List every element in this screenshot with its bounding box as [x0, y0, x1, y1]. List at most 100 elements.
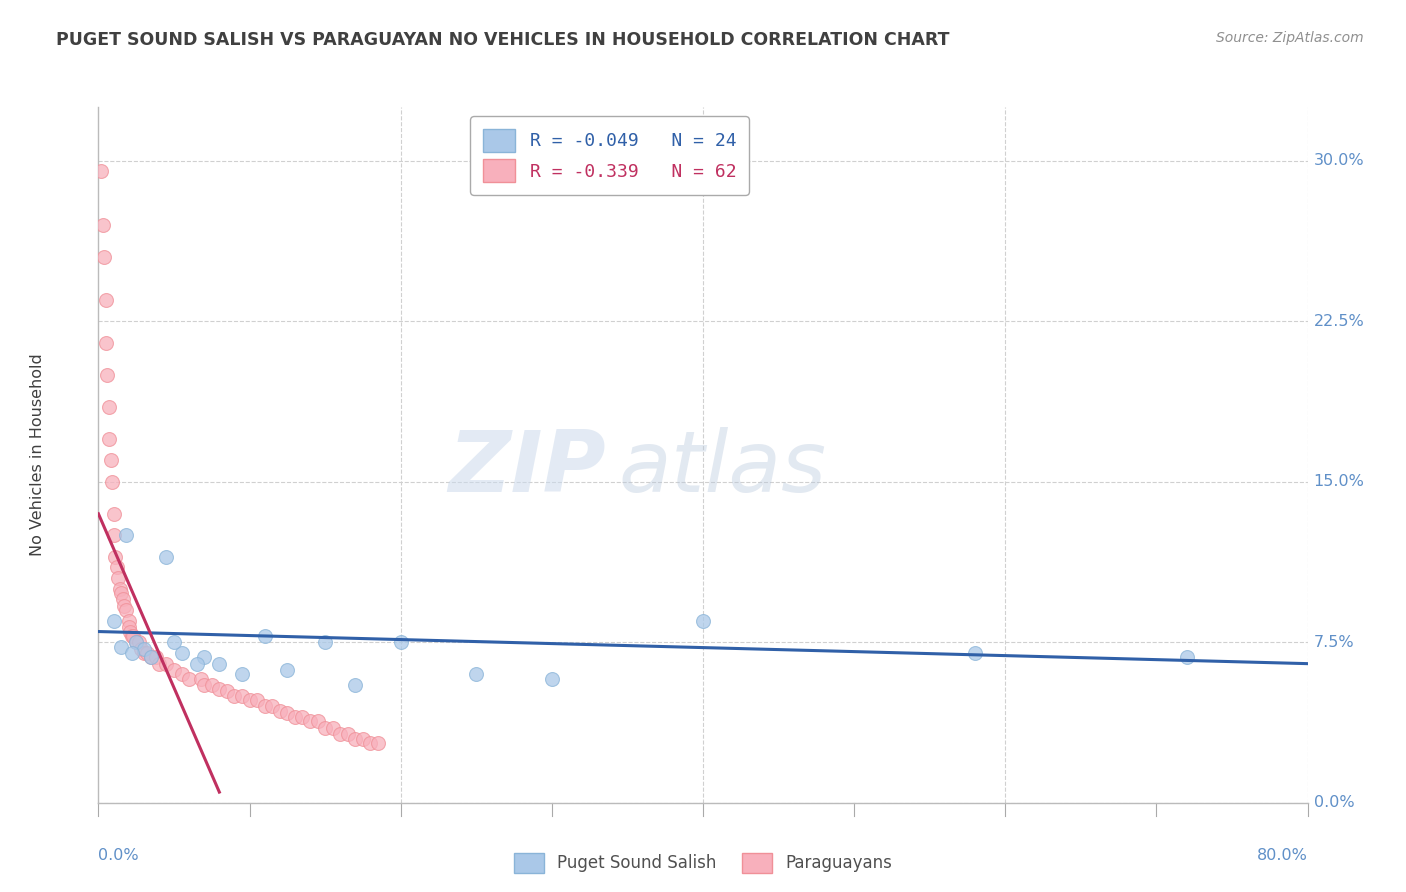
Point — [389, 635, 412, 649]
Text: 7.5%: 7.5% — [1313, 635, 1354, 649]
Text: atlas: atlas — [619, 427, 827, 510]
Point — [344, 731, 367, 746]
Text: 0.0%: 0.0% — [98, 848, 139, 863]
Point — [105, 560, 128, 574]
Point — [121, 646, 143, 660]
Point — [224, 689, 246, 703]
Point — [163, 635, 186, 649]
Point — [170, 667, 193, 681]
Point — [120, 624, 142, 639]
Point — [190, 672, 212, 686]
Text: 0.0%: 0.0% — [1313, 796, 1354, 810]
Point — [239, 693, 262, 707]
Legend: R = -0.049   N = 24, R = -0.339   N = 62: R = -0.049 N = 24, R = -0.339 N = 62 — [470, 116, 749, 195]
Point — [215, 684, 238, 698]
Point — [208, 657, 231, 671]
Point — [193, 650, 215, 665]
Point — [121, 629, 143, 643]
Point — [329, 727, 352, 741]
Point — [93, 250, 115, 264]
Point — [231, 667, 253, 681]
Point — [692, 614, 714, 628]
Point — [135, 646, 157, 660]
Point — [107, 571, 129, 585]
Point — [125, 635, 148, 649]
Point — [103, 614, 125, 628]
Point — [186, 657, 208, 671]
Point — [208, 682, 231, 697]
Point — [110, 586, 132, 600]
Point — [291, 710, 314, 724]
Point — [103, 528, 125, 542]
Point — [118, 614, 141, 628]
Point — [141, 650, 163, 665]
Point — [141, 650, 163, 665]
Point — [125, 635, 148, 649]
Point — [104, 549, 127, 564]
Point — [314, 721, 336, 735]
Point — [253, 629, 276, 643]
Point — [299, 714, 322, 729]
Point — [132, 646, 155, 660]
Text: 80.0%: 80.0% — [1257, 848, 1308, 863]
Point — [112, 599, 135, 613]
Text: Source: ZipAtlas.com: Source: ZipAtlas.com — [1216, 31, 1364, 45]
Point — [170, 646, 193, 660]
Point — [110, 640, 132, 654]
Point — [114, 603, 136, 617]
Point — [111, 592, 134, 607]
Point — [246, 693, 269, 707]
Point — [98, 400, 121, 414]
Point — [128, 635, 150, 649]
Point — [96, 368, 118, 382]
Point — [155, 549, 177, 564]
Point — [1175, 650, 1198, 665]
Point — [231, 689, 253, 703]
Point — [314, 635, 336, 649]
Point — [344, 678, 367, 692]
Point — [352, 731, 374, 746]
Point — [201, 678, 224, 692]
Text: 15.0%: 15.0% — [1313, 475, 1364, 489]
Text: ZIP: ZIP — [449, 427, 606, 510]
Point — [465, 667, 488, 681]
Point — [276, 663, 298, 677]
Text: No Vehicles in Household: No Vehicles in Household — [31, 353, 45, 557]
Point — [193, 678, 215, 692]
Text: 30.0%: 30.0% — [1313, 153, 1364, 168]
Point — [540, 672, 562, 686]
Point — [101, 475, 124, 489]
Point — [90, 164, 112, 178]
Point — [100, 453, 122, 467]
Point — [129, 641, 152, 656]
Point — [114, 528, 136, 542]
Point — [179, 672, 201, 686]
Point — [148, 657, 170, 671]
Text: 22.5%: 22.5% — [1313, 314, 1364, 328]
Point — [307, 714, 329, 729]
Point — [132, 641, 155, 656]
Point — [360, 736, 382, 750]
Point — [269, 704, 291, 718]
Text: PUGET SOUND SALISH VS PARAGUAYAN NO VEHICLES IN HOUSEHOLD CORRELATION CHART: PUGET SOUND SALISH VS PARAGUAYAN NO VEHI… — [56, 31, 949, 49]
Point — [91, 218, 114, 232]
Point — [336, 727, 359, 741]
Point — [276, 706, 298, 720]
Point — [253, 699, 276, 714]
Point — [108, 582, 131, 596]
Point — [98, 432, 121, 446]
Point — [163, 663, 186, 677]
Point — [965, 646, 987, 660]
Point — [155, 657, 177, 671]
Point — [94, 335, 117, 350]
Point — [322, 721, 344, 735]
Point — [284, 710, 307, 724]
Point — [122, 629, 145, 643]
Point — [262, 699, 284, 714]
Point — [145, 650, 167, 665]
Point — [94, 293, 117, 307]
Point — [367, 736, 389, 750]
Point — [103, 507, 125, 521]
Point — [118, 620, 141, 634]
Legend: Puget Sound Salish, Paraguayans: Puget Sound Salish, Paraguayans — [508, 847, 898, 880]
